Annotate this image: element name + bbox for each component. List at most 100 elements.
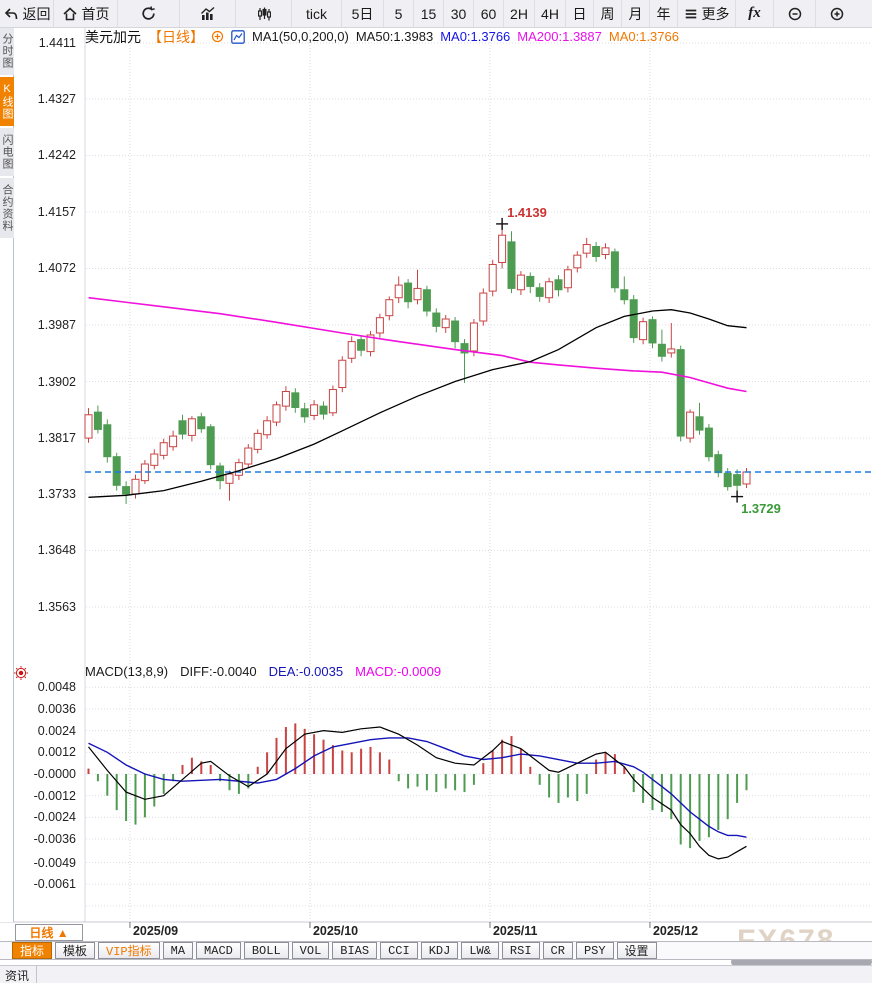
- candle-body: [535, 287, 544, 297]
- indicator-sun-icon[interactable]: [13, 665, 29, 686]
- diff-line: [88, 726, 747, 860]
- menu-icon: [685, 9, 696, 18]
- candle-body: [432, 312, 441, 327]
- toolbar-interval-30[interactable]: 30: [444, 0, 474, 27]
- candle-body: [526, 275, 535, 287]
- zoom-out-icon: [788, 7, 801, 20]
- toolbar-interval-year[interactable]: 年: [650, 0, 678, 27]
- candle-body: [582, 244, 591, 254]
- candle-body: [733, 474, 742, 486]
- candle-body: [206, 426, 215, 466]
- candle-body: [488, 263, 497, 292]
- toolbar-interval-60[interactable]: 60: [474, 0, 504, 27]
- toolbar-refresh-button[interactable]: [118, 0, 180, 27]
- toolbar-interval-4h[interactable]: 4H: [535, 0, 566, 27]
- ma-params: MA1(50,0,200,0): [252, 29, 349, 44]
- ma200-value: MA200:1.3887: [517, 29, 602, 44]
- toolbar-interval-15[interactable]: 15: [414, 0, 444, 27]
- interval-15-label: 15: [420, 5, 437, 22]
- tab-lw[interactable]: LW&: [461, 942, 499, 959]
- candle-body: [620, 289, 629, 301]
- candle-body: [723, 472, 732, 488]
- toolbar-interval-month[interactable]: 月: [622, 0, 650, 27]
- candle-body: [244, 447, 253, 465]
- candlestick-chart-icon: [257, 7, 271, 20]
- tab-settings[interactable]: 设置: [616, 942, 657, 959]
- toolbar-tick-label: tick: [306, 5, 327, 22]
- macd-header: MACD(13,8,9) DIFF:-0.0040 DEA:-0.0035 MA…: [85, 664, 441, 679]
- toolbar-interval-day[interactable]: 日: [566, 0, 594, 27]
- tab-rsi[interactable]: RSI: [501, 942, 540, 959]
- candle-body: [554, 279, 563, 291]
- toolbar-tick-button[interactable]: tick: [292, 0, 342, 27]
- candle-body: [103, 424, 112, 458]
- news-tab[interactable]: 资讯: [0, 966, 38, 983]
- toolbar-fx-button[interactable]: fx: [736, 0, 774, 27]
- tab-cr[interactable]: CR: [542, 942, 573, 959]
- candle-body: [667, 348, 676, 354]
- toolbar-home-button[interactable]: 首页: [54, 0, 118, 27]
- tab-indicator[interactable]: 指标: [12, 942, 53, 959]
- candle-body: [93, 411, 102, 430]
- sidebar-tab-lightning-chart[interactable]: 闪电图: [0, 128, 14, 176]
- interval-month-label: 月: [628, 5, 643, 22]
- toolbar-home-label: 首页: [81, 5, 110, 22]
- toolbar-interval-5[interactable]: 5: [384, 0, 414, 27]
- sidebar-tab-time-chart[interactable]: 分时图: [0, 27, 14, 75]
- period-selector-button[interactable]: 日线 ▲: [15, 924, 83, 941]
- tab-cci[interactable]: CCI: [380, 942, 418, 959]
- candle-body: [516, 274, 525, 291]
- toolbar-back-button[interactable]: 返回: [0, 0, 54, 27]
- candle-body: [385, 299, 394, 317]
- tab-template[interactable]: 模板: [55, 942, 96, 959]
- candle-body: [281, 391, 290, 407]
- toolbar-more-button[interactable]: 更多: [678, 0, 736, 27]
- toolbar-zoom-out-button[interactable]: [774, 0, 816, 27]
- toolbar-candle-chart-button[interactable]: [236, 0, 292, 27]
- candle-body: [112, 456, 121, 486]
- add-circle-icon[interactable]: [211, 30, 224, 43]
- candle-body: [253, 432, 262, 450]
- macd-dea-value: DEA:-0.0035: [268, 664, 344, 679]
- left-sidebar: 分时图 K线图 闪电图 合约资料: [0, 27, 14, 922]
- candle-body: [394, 284, 403, 299]
- tab-vol[interactable]: VOL: [291, 942, 330, 959]
- macd-diff-value: DIFF:-0.0040: [180, 664, 257, 679]
- toolbar-5day-button[interactable]: 5日: [342, 0, 384, 27]
- candle-body: [375, 317, 384, 334]
- interval-week-label: 周: [600, 5, 615, 22]
- macd-macd-value: MACD:-0.0009: [355, 664, 442, 679]
- candle-body: [150, 453, 159, 466]
- ma50-line: [88, 309, 747, 498]
- candle-body: [592, 246, 601, 257]
- interval-4h-label: 4H: [541, 5, 559, 22]
- toolbar-5day-label: 5日: [351, 5, 374, 22]
- tab-ma[interactable]: MA: [162, 942, 194, 959]
- candle-body: [338, 359, 347, 389]
- tab-vip-indicator[interactable]: VIP指标: [98, 942, 160, 959]
- candle-body: [197, 416, 206, 430]
- tab-kdj[interactable]: KDJ: [420, 942, 459, 959]
- candle-body: [545, 281, 554, 299]
- sidebar-tab-contract-info[interactable]: 合约资料: [0, 178, 14, 238]
- sidebar-tab-kline-chart[interactable]: K线图: [0, 77, 14, 126]
- toolbar-zoom-in-button[interactable]: [816, 0, 858, 27]
- macd-title: MACD(13,8,9): [85, 664, 169, 679]
- tab-macd[interactable]: MACD: [196, 942, 241, 959]
- tab-psy[interactable]: PSY: [575, 942, 614, 959]
- candle-body: [225, 473, 234, 484]
- ma0-blue-value: MA0:1.3766: [440, 29, 511, 44]
- candle-body: [404, 282, 413, 303]
- toolbar-line-chart-button[interactable]: [180, 0, 236, 27]
- back-icon: [4, 7, 17, 19]
- candle-body: [366, 334, 375, 353]
- tab-boll[interactable]: BOLL: [243, 942, 289, 959]
- horizontal-scrollbar[interactable]: [731, 958, 872, 966]
- symbol-name: 美元加元: [85, 28, 141, 45]
- tab-bias[interactable]: BIAS: [332, 942, 378, 959]
- toolbar-interval-week[interactable]: 周: [594, 0, 622, 27]
- kline-mini-icon[interactable]: [231, 29, 245, 44]
- toolbar-interval-2h[interactable]: 2H: [504, 0, 535, 27]
- candle-body: [357, 339, 366, 351]
